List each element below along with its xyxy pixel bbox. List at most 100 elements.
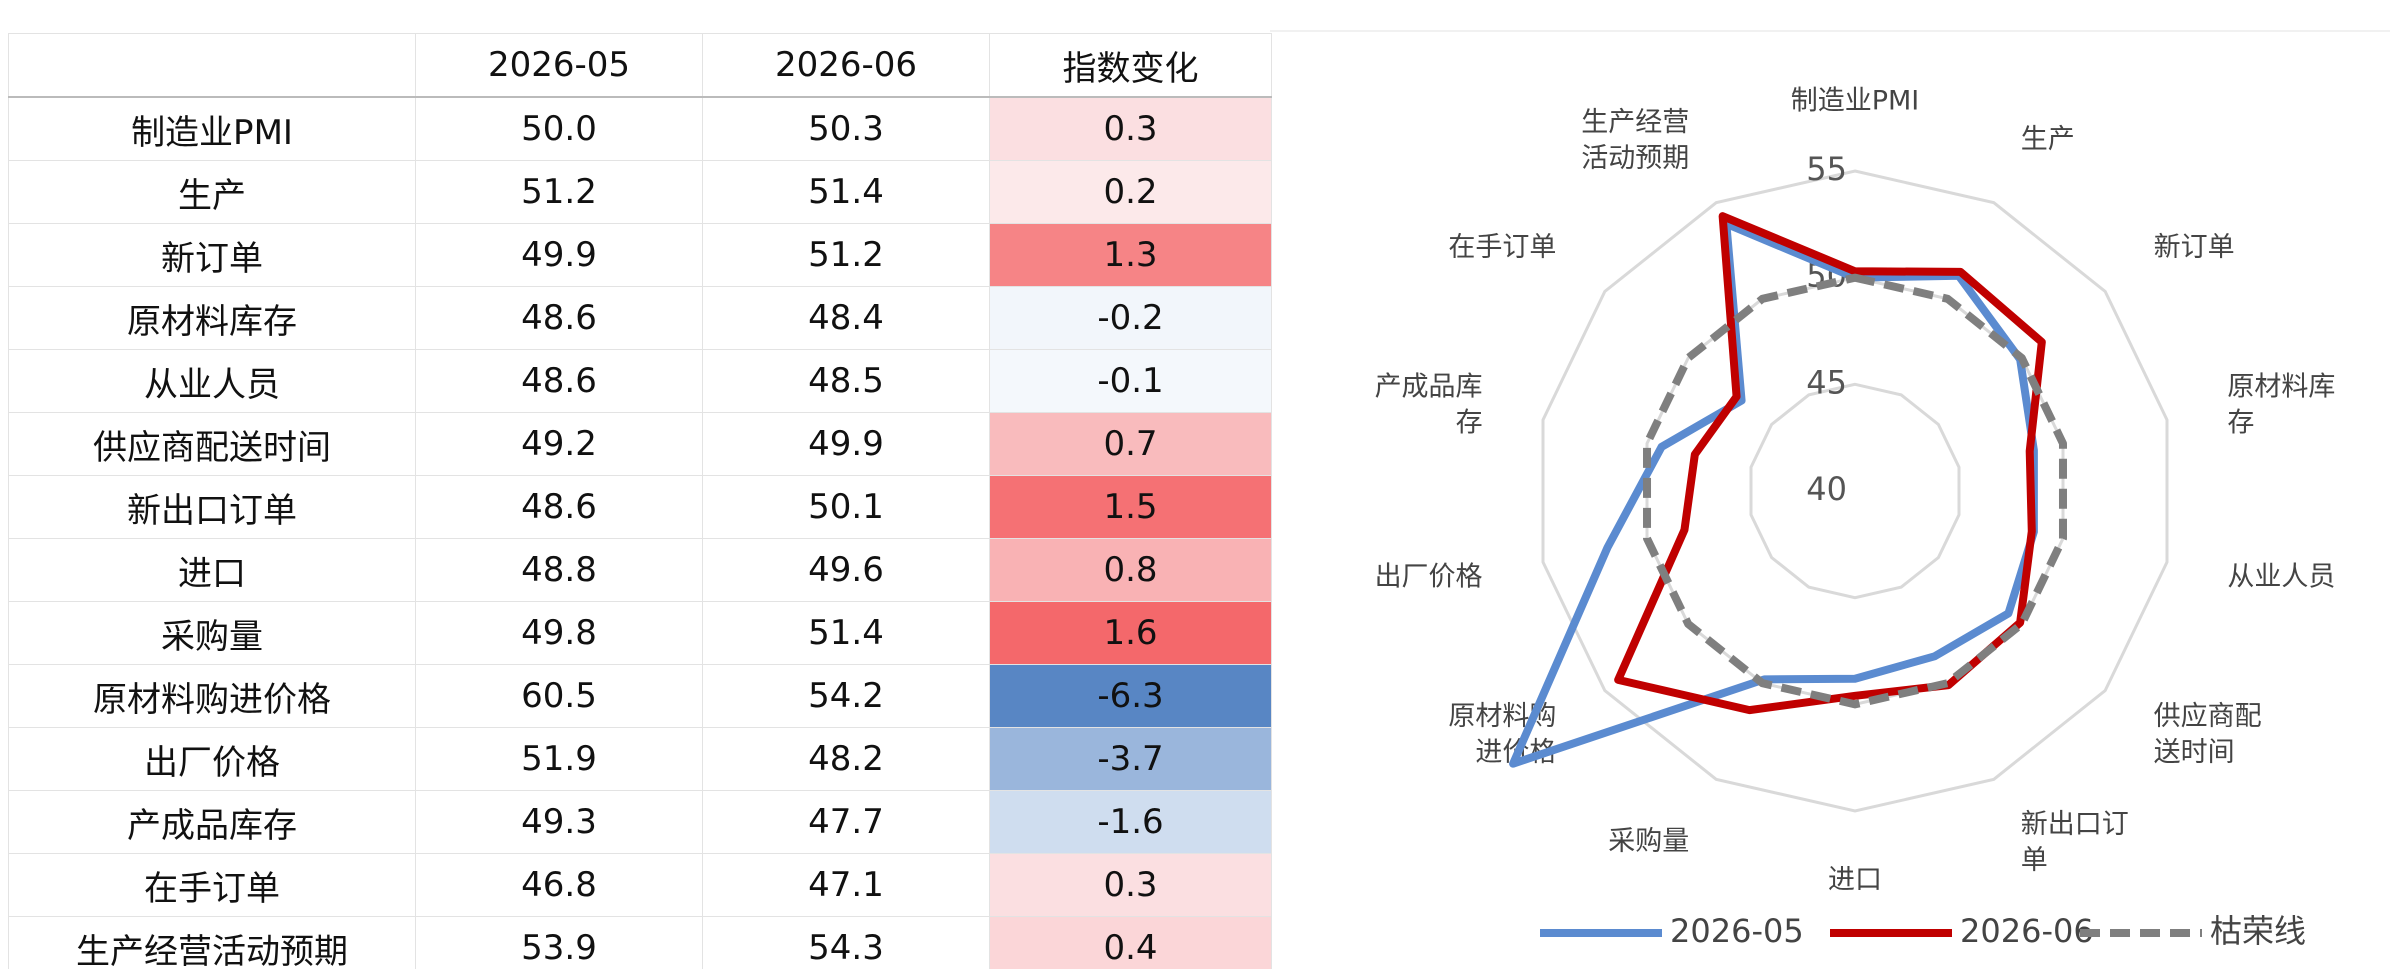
category-label: 生产 (2021, 123, 2075, 154)
table-row: 生产经营活动预期 53.9 54.3 0.4 (8, 916, 1272, 969)
table-row: 生产 51.2 51.4 0.2 (8, 160, 1272, 224)
cell: 53.9 (415, 916, 703, 969)
row-label: 制造业PMI (8, 96, 416, 161)
row-label: 原材料购进价格 (8, 664, 416, 728)
row-label: 在手订单 (8, 853, 416, 917)
cell: 1.3 (989, 223, 1272, 287)
category-label: 供应商配送时间 (2154, 700, 2262, 767)
cell: 48.6 (415, 286, 703, 350)
table-row: 新订单 49.9 51.2 1.3 (8, 223, 1272, 287)
cell: 0.2 (989, 160, 1272, 224)
table-row: 原材料购进价格 60.5 54.2 -6.3 (8, 664, 1272, 728)
legend-label: 枯荣线 (2210, 912, 2306, 950)
table-row: 从业人员 48.6 48.5 -0.1 (8, 349, 1272, 413)
cell: 54.2 (702, 664, 990, 728)
category-label-line: 从业人员 (2227, 561, 2335, 592)
cell: 60.5 (415, 664, 703, 728)
table-row: 出厂价格 51.9 48.2 -3.7 (8, 727, 1272, 791)
legend-label: 2026-06 (1960, 912, 2094, 950)
category-label-line: 存 (1456, 407, 1483, 438)
grid-ring (1541, 169, 2169, 813)
row-label: 生产 (8, 160, 416, 224)
category-label-line: 在手订单 (1448, 232, 1556, 263)
cell: 49.8 (415, 601, 703, 665)
category-label: 在手订单 (1448, 232, 1556, 263)
row-label: 新出口订单 (8, 475, 416, 539)
cell: 0.3 (989, 96, 1272, 161)
category-label-line: 存 (2227, 407, 2254, 438)
cell: -1.6 (989, 790, 1272, 854)
cell: 50.0 (415, 96, 703, 161)
category-label-line: 产成品库 (1375, 371, 1483, 402)
category-label: 新出口订单 (2021, 809, 2129, 876)
cell: 51.9 (415, 727, 703, 791)
row-label: 出厂价格 (8, 727, 416, 791)
table-row: 在手订单 46.8 47.1 0.3 (8, 853, 1272, 917)
cell: 0.8 (989, 538, 1272, 602)
category-label-line: 新订单 (2154, 232, 2235, 263)
cell: 48.5 (702, 349, 990, 413)
header-row: 2026-05 2026-06 指数变化 (8, 33, 1272, 98)
cell: 1.5 (989, 475, 1272, 539)
row-label: 生产经营活动预期 (8, 916, 416, 969)
series-line (1643, 273, 2067, 709)
cell: 49.3 (415, 790, 703, 854)
cell: -6.3 (989, 664, 1272, 728)
category-label: 出厂价格 (1375, 561, 1483, 592)
cell: 48.8 (415, 538, 703, 602)
cell: 50.1 (702, 475, 990, 539)
header-cell: 2026-06 (702, 33, 990, 98)
category-label-line: 出厂价格 (1375, 561, 1483, 592)
table-row: 产成品库存 49.3 47.7 -1.6 (8, 790, 1272, 854)
cell: -3.7 (989, 727, 1272, 791)
series-line (1614, 212, 2046, 715)
cell: 48.6 (415, 349, 703, 413)
cell: 49.9 (702, 412, 990, 476)
header-cell: 2026-05 (415, 33, 703, 98)
grid-ring (1749, 382, 1961, 600)
data-table: 2026-05 2026-06 指数变化 制造业PMI 50.0 50.3 0.3 生产 51.… (8, 33, 1272, 969)
category-label: 原材料购进价格 (1448, 700, 1556, 767)
category-label-line: 原材料库 (2227, 371, 2335, 402)
cell: 47.1 (702, 853, 990, 917)
cell: 51.2 (702, 223, 990, 287)
cell: 1.6 (989, 601, 1272, 665)
radar-chart: 40455055制造业PMI生产新订单原材料库存从业人员供应商配送时间新出口订单… (1270, 30, 2390, 950)
cell: 0.3 (989, 853, 1272, 917)
category-label-line: 采购量 (1608, 826, 1689, 857)
category-label-line: 送时间 (2154, 736, 2235, 767)
cell: 49.6 (702, 538, 990, 602)
table-row: 新出口订单 48.6 50.1 1.5 (8, 475, 1272, 539)
category-label-line: 单 (2021, 845, 2048, 876)
category-label: 新订单 (2154, 232, 2235, 263)
category-label: 产成品库存 (1375, 371, 1483, 438)
corner-cell (8, 33, 416, 98)
category-label: 原材料库存 (2227, 371, 2335, 438)
table-row: 原材料库存 48.6 48.4 -0.2 (8, 286, 1272, 350)
category-label-line: 供应商配 (2154, 700, 2262, 731)
cell: -0.1 (989, 349, 1272, 413)
table-row: 采购量 49.8 51.4 1.6 (8, 601, 1272, 665)
row-label: 采购量 (8, 601, 416, 665)
category-label: 生产经营活动预期 (1581, 106, 1689, 173)
cell: 47.7 (702, 790, 990, 854)
table-row: 制造业PMI 50.0 50.3 0.3 (8, 96, 1272, 161)
cell: -0.2 (989, 286, 1272, 350)
row-label: 供应商配送时间 (8, 412, 416, 476)
category-label-line: 制造业PMI (1791, 85, 1920, 116)
cell: 49.9 (415, 223, 703, 287)
table-row: 供应商配送时间 49.2 49.9 0.7 (8, 412, 1272, 476)
table-row: 进口 48.8 49.6 0.8 (8, 538, 1272, 602)
cell: 0.7 (989, 412, 1272, 476)
cell: 46.8 (415, 853, 703, 917)
row-label: 进口 (8, 538, 416, 602)
cell: 48.4 (702, 286, 990, 350)
category-label: 从业人员 (2227, 561, 2335, 592)
row-label: 产成品库存 (8, 790, 416, 854)
category-label-line: 活动预期 (1581, 142, 1689, 173)
cell: 50.3 (702, 96, 990, 161)
cell: 48.2 (702, 727, 990, 791)
r-tick-label: 45 (1806, 363, 1847, 401)
r-tick-label: 40 (1806, 470, 1847, 508)
row-label: 从业人员 (8, 349, 416, 413)
